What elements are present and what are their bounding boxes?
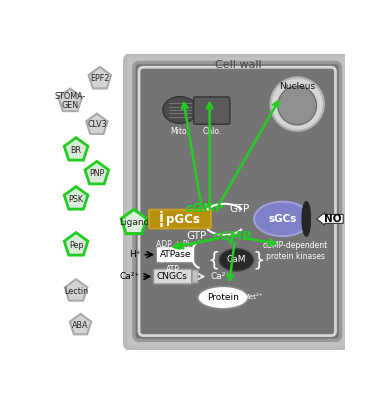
Polygon shape	[70, 314, 91, 334]
Text: Ca²⁺: Ca²⁺	[210, 272, 230, 281]
FancyBboxPatch shape	[192, 270, 198, 283]
Text: PSK: PSK	[69, 194, 83, 204]
Polygon shape	[121, 210, 147, 234]
Circle shape	[278, 86, 316, 125]
Polygon shape	[86, 114, 108, 134]
Polygon shape	[64, 232, 88, 255]
Text: }: }	[253, 250, 265, 269]
FancyBboxPatch shape	[125, 55, 348, 349]
Text: GTP: GTP	[186, 231, 206, 241]
Text: Mito.: Mito.	[170, 127, 190, 136]
Text: sGCs: sGCs	[268, 214, 296, 224]
Text: BR: BR	[70, 146, 82, 154]
Text: cGMP: cGMP	[186, 202, 225, 215]
Text: CaM: CaM	[227, 255, 246, 264]
Text: cGMP: cGMP	[212, 230, 252, 243]
Text: H⁺: H⁺	[129, 250, 141, 259]
Text: CLV3: CLV3	[87, 120, 106, 129]
Ellipse shape	[163, 97, 197, 123]
Polygon shape	[64, 186, 88, 209]
FancyBboxPatch shape	[134, 62, 340, 340]
Ellipse shape	[302, 202, 311, 236]
Text: NO: NO	[324, 214, 342, 224]
Text: ABA: ABA	[72, 321, 89, 330]
Text: Protein: Protein	[207, 293, 239, 302]
Text: CNGCs: CNGCs	[157, 272, 188, 281]
Polygon shape	[88, 67, 111, 88]
FancyBboxPatch shape	[194, 97, 230, 124]
Polygon shape	[65, 279, 87, 301]
Text: STOMA-
GEN: STOMA- GEN	[54, 92, 86, 110]
FancyBboxPatch shape	[156, 246, 195, 263]
FancyArrow shape	[316, 213, 343, 225]
Text: Pep: Pep	[69, 240, 83, 250]
Polygon shape	[85, 161, 109, 184]
FancyBboxPatch shape	[139, 67, 336, 336]
Text: pGCs: pGCs	[166, 212, 200, 226]
Text: ATPase: ATPase	[160, 250, 191, 259]
Text: Nucleus: Nucleus	[279, 82, 315, 91]
Text: cGMP-dependent
protein kinases: cGMP-dependent protein kinases	[263, 241, 328, 261]
FancyBboxPatch shape	[153, 269, 193, 284]
Text: Ligand: Ligand	[119, 218, 149, 227]
Text: ATP: ATP	[165, 264, 180, 274]
Circle shape	[270, 77, 324, 131]
Text: Cell wall: Cell wall	[214, 60, 261, 70]
Text: Ca²⁺: Ca²⁺	[119, 272, 139, 281]
Text: Met²⁺: Met²⁺	[244, 294, 264, 300]
Polygon shape	[64, 138, 88, 160]
Text: PNP: PNP	[89, 169, 105, 178]
Ellipse shape	[219, 249, 254, 271]
Text: ADP + Pi: ADP + Pi	[156, 240, 189, 249]
Text: {: {	[208, 250, 220, 269]
Text: Lectin: Lectin	[64, 286, 88, 296]
Ellipse shape	[198, 286, 248, 309]
Text: GTP: GTP	[229, 204, 249, 214]
Ellipse shape	[254, 202, 311, 236]
Polygon shape	[58, 89, 82, 111]
Text: EPF2: EPF2	[90, 74, 110, 83]
FancyBboxPatch shape	[149, 210, 211, 228]
Text: Chlo.: Chlo.	[203, 127, 222, 136]
